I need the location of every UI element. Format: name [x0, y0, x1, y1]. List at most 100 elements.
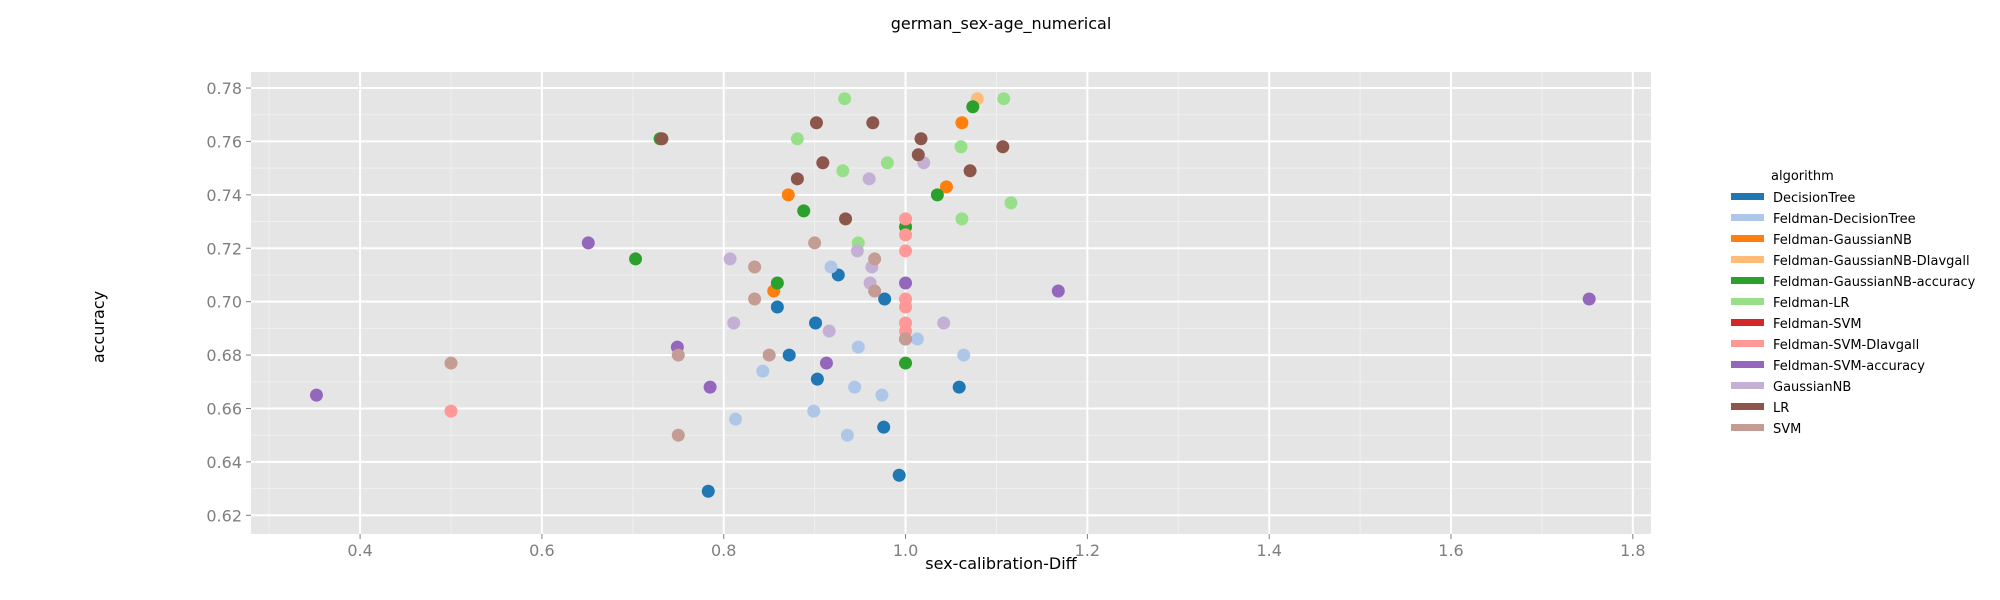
data-point [878, 292, 892, 306]
data-point [816, 156, 830, 170]
data-point [809, 116, 823, 130]
data-point [899, 276, 913, 290]
data-point [840, 428, 854, 442]
data-point [892, 468, 906, 482]
legend-label: SVM [1773, 422, 1801, 437]
minor-gridlines [251, 72, 1651, 534]
data-point [809, 316, 823, 330]
data-point [899, 244, 913, 258]
data-point [807, 404, 821, 418]
chart-title: german_sex-age_numerical [891, 14, 1112, 34]
legend-swatch [1731, 277, 1764, 284]
data-point [770, 300, 784, 314]
y-tick-label: 0.70 [206, 293, 242, 312]
plot-area [251, 72, 1651, 534]
data-point [939, 180, 953, 194]
data-point [756, 364, 770, 378]
legend-swatch [1731, 319, 1764, 326]
legend-swatch [1731, 214, 1764, 221]
legend-swatch [1731, 382, 1764, 389]
data-point [655, 132, 669, 146]
data-point [899, 332, 913, 346]
data-point [629, 252, 643, 266]
data-point [952, 380, 966, 394]
data-points [309, 92, 1596, 498]
data-point [770, 276, 784, 290]
data-point [955, 116, 969, 130]
data-point [701, 484, 715, 498]
data-point [877, 420, 891, 434]
data-point [899, 212, 913, 226]
x-tick-label: 1.4 [1256, 541, 1281, 560]
data-point [899, 300, 913, 314]
x-tick-label: 1.8 [1620, 541, 1645, 560]
data-point [824, 260, 838, 274]
legend-swatch [1731, 361, 1764, 368]
x-tick-label: 0.4 [347, 541, 372, 560]
y-tick-label: 0.68 [206, 346, 242, 365]
data-point [810, 372, 824, 386]
data-point [910, 332, 924, 346]
data-point [875, 388, 889, 402]
legend-label: Feldman-GaussianNB [1773, 233, 1912, 248]
legend-swatch [1731, 403, 1764, 410]
data-point [899, 356, 913, 370]
x-tick-label: 0.8 [711, 541, 736, 560]
legend-label: Feldman-GaussianNB-accuracy [1773, 275, 1976, 290]
x-tick-label: 1.0 [893, 541, 918, 560]
y-tick-label: 0.66 [206, 399, 242, 418]
data-point [581, 236, 595, 250]
legend-title: algorithm [1771, 169, 1834, 184]
data-point [822, 324, 836, 338]
legend-label: Feldman-SVM [1773, 317, 1862, 332]
legend-swatch [1731, 298, 1764, 305]
y-axis-title: accuracy [89, 291, 108, 363]
data-point [899, 228, 913, 242]
data-point [309, 388, 323, 402]
data-point [848, 380, 862, 394]
legend-label: GaussianNB [1773, 380, 1851, 395]
data-point [911, 148, 925, 162]
data-point [851, 340, 865, 354]
y-tick-label: 0.64 [206, 453, 242, 472]
data-point [790, 172, 804, 186]
x-axis-title: sex-calibration-Diff [925, 554, 1077, 573]
legend-label: LR [1773, 401, 1789, 416]
y-tick-label: 0.76 [206, 132, 242, 151]
legend-label: Feldman-DecisionTree [1773, 212, 1916, 227]
legend-label: DecisionTree [1773, 191, 1855, 206]
data-point [703, 380, 717, 394]
data-point [723, 252, 737, 266]
data-point [781, 188, 795, 202]
data-point [727, 316, 741, 330]
legend-label: Feldman-GaussianNB-DIavgall [1773, 254, 1970, 269]
data-point [868, 252, 882, 266]
data-point [963, 164, 977, 178]
legend-label: Feldman-SVM-accuracy [1773, 359, 1925, 374]
data-point [790, 132, 804, 146]
major-gridlines [251, 72, 1651, 534]
y-tick-label: 0.62 [206, 506, 242, 525]
data-point [838, 92, 852, 106]
data-point [957, 348, 971, 362]
y-tick-label: 0.72 [206, 239, 242, 258]
data-point [839, 212, 853, 226]
data-point [850, 244, 864, 258]
data-point [880, 156, 894, 170]
data-point [444, 404, 458, 418]
legend-label: Feldman-LR [1773, 296, 1849, 311]
data-point [914, 132, 928, 146]
data-point [671, 348, 685, 362]
legend-swatch [1731, 256, 1764, 263]
legend-swatch [1731, 424, 1764, 431]
data-point [997, 92, 1011, 106]
data-point [782, 348, 796, 362]
data-point [1051, 284, 1065, 298]
data-point [671, 428, 685, 442]
y-tick-label: 0.74 [206, 186, 242, 205]
data-point [1004, 196, 1018, 210]
data-point [862, 172, 876, 186]
data-point [808, 236, 822, 250]
data-point [955, 212, 969, 226]
data-point [797, 204, 811, 218]
